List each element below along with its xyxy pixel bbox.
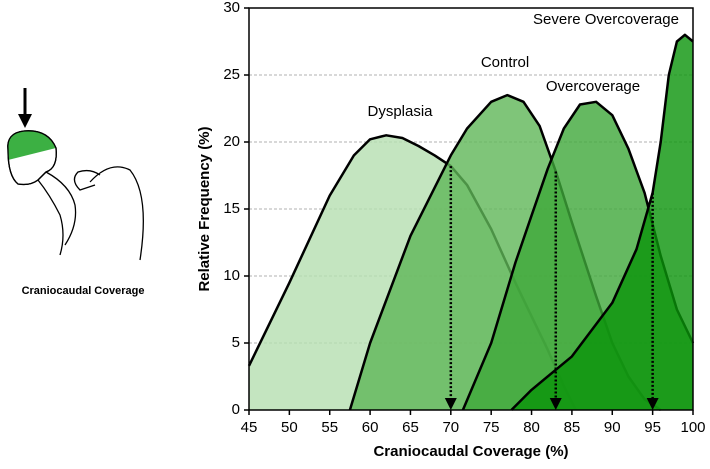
arrow-head [444,398,457,410]
x-tick-label: 75 [483,419,500,436]
curve-label: Control [481,54,529,71]
x-tick-label: 55 [321,419,338,436]
x-tick-label: 90 [604,419,621,436]
x-axis-title: Craniocaudal Coverage (%) [373,443,568,460]
y-tick-label: 5 [232,334,240,351]
y-axis-title: Relative Frequency (%) [196,126,213,291]
x-tick-label: 85 [564,419,581,436]
y-tick-label: 10 [223,267,240,284]
x-tick-label: 65 [402,419,419,436]
area-fill [511,34,693,411]
x-tick-label: 50 [281,419,298,436]
x-tick-label: 45 [241,419,258,436]
x-tick-label: 100 [680,419,705,436]
y-tick-label: 20 [223,133,240,150]
x-tick-label: 95 [644,419,661,436]
illustration-caption: Craniocaudal Coverage [22,285,145,297]
y-tick-label: 30 [223,0,240,16]
femur-illustration [7,88,144,261]
arrow-head [646,398,659,410]
curve-label: Severe Overcoverage [533,11,679,28]
x-tick-label: 60 [362,419,379,436]
y-tick-label: 0 [232,401,240,418]
x-tick-label: 70 [442,419,459,436]
area-line [510,33,694,411]
y-tick-label: 15 [223,200,240,217]
plot-frame [248,7,694,411]
curve-label: Overcoverage [546,78,640,95]
arrow-head [549,398,562,410]
curve-label: Dysplasia [367,103,433,120]
y-tick-label: 25 [223,66,240,83]
x-tick-label: 80 [523,419,540,436]
